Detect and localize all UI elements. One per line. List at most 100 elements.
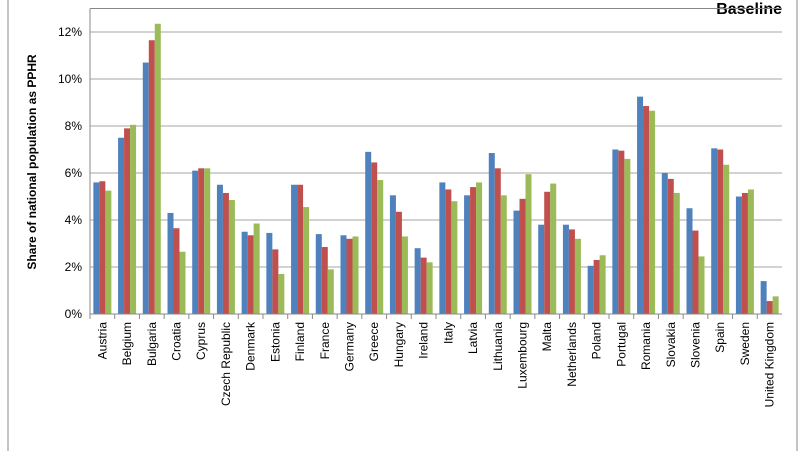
bar: [618, 150, 625, 314]
bar: [173, 228, 180, 314]
bar: [439, 182, 446, 314]
bar: [772, 296, 779, 314]
x-tick-label: France: [318, 322, 332, 360]
bar: [253, 223, 260, 314]
bar: [228, 200, 235, 314]
bar: [692, 230, 699, 314]
bar: [649, 110, 656, 314]
bar: [723, 164, 730, 314]
bar: [562, 224, 569, 314]
y-tick-label: 4%: [65, 213, 83, 227]
chart-title: Baseline: [716, 1, 782, 18]
bar: [544, 191, 551, 314]
x-tick-label: Austria: [95, 322, 109, 360]
x-tick-label: Netherlands: [565, 322, 579, 387]
bar: [587, 265, 594, 314]
bar: [612, 149, 619, 314]
bar: [365, 151, 372, 314]
bar: [624, 158, 631, 314]
bar: [525, 174, 532, 314]
bar: [593, 259, 600, 314]
bar: [130, 124, 137, 314]
bar: [266, 232, 273, 314]
bar: [673, 192, 680, 314]
x-tick-label: Czech Republic: [219, 322, 233, 406]
bar: [222, 192, 229, 314]
bar: [451, 201, 458, 314]
x-tick-label: Finland: [293, 322, 307, 361]
bar: [179, 251, 186, 314]
bar: [124, 128, 131, 314]
bar: [297, 184, 304, 314]
bar: [470, 187, 477, 314]
bar: [464, 195, 471, 314]
bar: [741, 192, 748, 314]
x-tick-label: Estonia: [268, 322, 282, 362]
y-axis-label: Share of national population as PPHR: [25, 54, 39, 270]
bar: [568, 229, 575, 314]
bar: [93, 182, 100, 314]
bar: [340, 235, 347, 314]
bar: [420, 257, 427, 314]
bar: [698, 256, 705, 314]
bar: [315, 234, 322, 314]
x-tick-label: Lithuania: [491, 322, 505, 371]
bar: [686, 208, 693, 314]
x-tick-label: United Kingdom: [763, 322, 777, 407]
bar: [198, 168, 205, 314]
bar: [500, 195, 507, 314]
bar: [414, 248, 421, 314]
bar: [747, 189, 754, 314]
x-tick-label: Poland: [590, 322, 604, 359]
y-tick-label: 12%: [58, 25, 82, 39]
y-tick-label: 8%: [65, 119, 83, 133]
x-tick-label: Italy: [441, 322, 455, 344]
x-tick-label: Hungary: [392, 322, 406, 367]
bar: [327, 269, 334, 314]
x-tick-label: Cyprus: [194, 322, 208, 360]
bar: [352, 236, 359, 314]
bar: [661, 173, 668, 314]
bar: [519, 198, 526, 314]
x-tick-label: Malta: [540, 322, 554, 352]
bar: [216, 184, 223, 314]
bar: [142, 62, 149, 314]
bar: [167, 212, 174, 314]
bar: [303, 207, 310, 314]
bar: [118, 137, 125, 314]
x-tick-label: Portugal: [614, 322, 628, 367]
bar: [574, 238, 581, 314]
y-tick-label: 6%: [65, 166, 83, 180]
x-tick-label: Spain: [713, 322, 727, 353]
bar: [204, 168, 211, 314]
bar: [247, 235, 254, 314]
x-tick-label: Belgium: [120, 322, 134, 365]
x-tick-label: Croatia: [170, 322, 184, 361]
bar: [717, 149, 724, 314]
y-tick-label: 10%: [58, 72, 82, 86]
bar: [278, 274, 285, 314]
bar: [241, 231, 248, 314]
x-tick-label: Ireland: [417, 322, 431, 359]
x-tick-label: Slovenia: [689, 322, 703, 368]
bar: [426, 262, 433, 314]
bar: [494, 168, 501, 314]
bar: [105, 190, 112, 314]
x-tick-label: Luxembourg: [516, 322, 530, 389]
x-tick-label: Romania: [639, 322, 653, 370]
bar: [371, 162, 378, 314]
bar: [637, 96, 644, 314]
x-tick-label: Bulgaria: [145, 322, 159, 366]
bar: [667, 178, 674, 314]
bar: [389, 195, 396, 314]
y-tick-label: 2%: [65, 260, 83, 274]
bar: [401, 236, 408, 314]
bar: [99, 181, 106, 314]
bar: [760, 281, 767, 314]
bar: [476, 182, 483, 314]
bar: [735, 196, 742, 314]
bar: [321, 247, 328, 314]
bar: [395, 211, 402, 314]
bar: [445, 189, 452, 314]
